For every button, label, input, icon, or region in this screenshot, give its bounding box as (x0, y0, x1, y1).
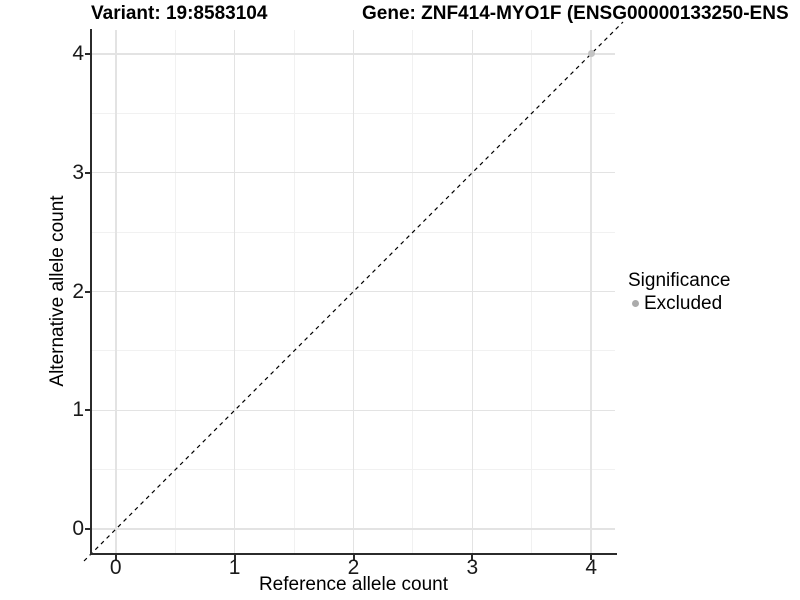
major-gridline-y (92, 409, 615, 412)
x-axis-tick (233, 555, 236, 560)
legend-title: Significance (628, 270, 731, 291)
legend-item-label: Excluded (644, 293, 723, 314)
x-axis-tick (471, 555, 474, 560)
x-tick-label: 0 (109, 556, 122, 579)
plot-title-gene: Gene: ZNF414-MYO1F (ENSG00000133250-ENS (362, 3, 789, 24)
x-axis-line (90, 553, 617, 555)
identity-line-svg (83, 21, 624, 562)
plot-title-variant: Variant: 19:8583104 (91, 3, 268, 24)
major-gridline-y (92, 171, 615, 174)
legend-key-dot-icon (632, 300, 639, 307)
legend-item-excluded: Excluded (628, 293, 730, 314)
legend: Significance Excluded (628, 270, 730, 314)
gridlines-layer (92, 30, 615, 553)
identity-dashed-line (83, 21, 624, 562)
y-tick-label: 3 (72, 160, 84, 184)
x-axis-tick (590, 555, 593, 560)
y-tick-label: 0 (72, 517, 84, 541)
y-axis-tick (85, 52, 90, 55)
major-gridline-y (92, 528, 615, 530)
x-axis-tick (352, 555, 355, 560)
y-axis-tick (85, 528, 90, 531)
y-tick-label: 2 (72, 279, 84, 303)
y-axis-tick (85, 171, 90, 174)
x-axis-tick (114, 555, 117, 560)
plot-panel (83, 21, 624, 562)
major-gridline-y (92, 290, 615, 293)
x-tick-label: 2 (347, 556, 360, 579)
x-tick-label: 4 (585, 556, 598, 579)
x-tick-label: 1 (228, 556, 241, 579)
major-gridline-y (92, 53, 615, 55)
x-axis-title: Reference allele count (258, 574, 449, 595)
y-axis-tick (85, 290, 90, 293)
y-tick-label: 4 (72, 41, 84, 65)
y-tick-label: 1 (72, 398, 84, 422)
x-tick-label: 3 (466, 556, 479, 579)
y-axis-tick (85, 409, 90, 412)
data-point (587, 50, 595, 58)
y-axis-line (90, 29, 92, 555)
